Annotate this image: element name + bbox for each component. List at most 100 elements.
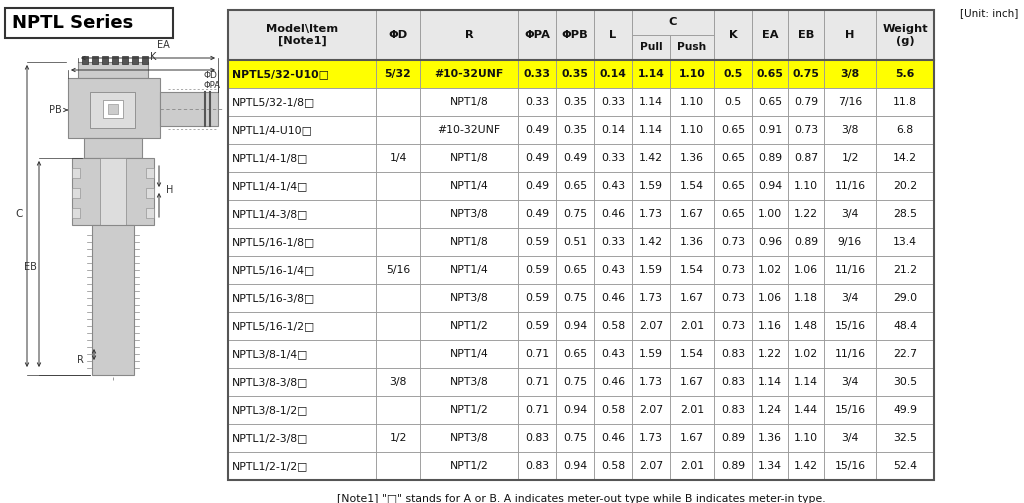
Text: NPTL5/16-1/2□: NPTL5/16-1/2□	[232, 321, 315, 331]
Text: 1.73: 1.73	[639, 433, 663, 443]
Bar	[714, 424, 752, 452]
Text: 0.83: 0.83	[721, 405, 745, 415]
Bar	[376, 396, 420, 424]
Bar	[824, 116, 876, 144]
Text: 9/16: 9/16	[838, 237, 862, 247]
Text: 0.65: 0.65	[563, 181, 587, 191]
Bar	[228, 172, 376, 200]
Bar	[556, 340, 594, 368]
Text: 0.14: 0.14	[601, 125, 625, 135]
Text: 0.49: 0.49	[525, 209, 549, 219]
Text: 0.46: 0.46	[601, 377, 625, 387]
Bar	[752, 144, 788, 172]
Text: EB: EB	[798, 30, 814, 40]
Text: 11/16: 11/16	[835, 349, 865, 359]
Text: 11/16: 11/16	[835, 265, 865, 275]
Bar	[142, 56, 148, 64]
Bar	[376, 228, 420, 256]
Bar	[752, 228, 788, 256]
Bar	[876, 256, 934, 284]
Text: NPT1/4: NPT1/4	[450, 181, 488, 191]
Text: 3/4: 3/4	[842, 209, 859, 219]
Bar	[100, 158, 126, 225]
Bar	[228, 144, 376, 172]
Text: 0.71: 0.71	[525, 377, 549, 387]
Bar	[670, 368, 714, 396]
Text: 2.07: 2.07	[639, 405, 664, 415]
Text: 0.71: 0.71	[525, 405, 549, 415]
Bar	[714, 396, 752, 424]
Text: 1.06: 1.06	[794, 265, 818, 275]
Bar	[518, 452, 556, 480]
Text: 0.43: 0.43	[601, 181, 625, 191]
Text: 0.94: 0.94	[563, 461, 587, 471]
Bar	[518, 368, 556, 396]
Bar	[228, 10, 934, 60]
Bar	[72, 168, 80, 178]
Bar	[670, 35, 714, 60]
Text: 0.89: 0.89	[721, 461, 745, 471]
Bar	[228, 424, 934, 452]
Bar	[752, 200, 788, 228]
Text: 1.10: 1.10	[680, 97, 705, 107]
Text: 0.14: 0.14	[600, 69, 627, 79]
Bar	[518, 10, 556, 60]
Bar	[228, 340, 376, 368]
Text: ΦPB: ΦPB	[561, 30, 589, 40]
Bar	[228, 10, 934, 480]
Text: 2.01: 2.01	[680, 321, 705, 331]
Text: NPTL5/16-1/4□: NPTL5/16-1/4□	[232, 265, 315, 275]
Text: 5/16: 5/16	[386, 265, 411, 275]
Text: [Unit: inch]: [Unit: inch]	[959, 8, 1018, 18]
Bar	[788, 312, 824, 340]
Bar	[228, 200, 934, 228]
Text: NPT1/8: NPT1/8	[450, 97, 488, 107]
Bar	[714, 10, 752, 60]
Text: 3/8: 3/8	[842, 125, 859, 135]
Bar	[714, 200, 752, 228]
Bar	[556, 200, 594, 228]
Bar	[594, 10, 632, 60]
Bar	[518, 88, 556, 116]
Text: 1.73: 1.73	[639, 293, 663, 303]
Bar	[228, 172, 934, 200]
Bar	[876, 116, 934, 144]
Text: 0.94: 0.94	[758, 181, 782, 191]
Bar	[228, 340, 934, 368]
Bar	[376, 312, 420, 340]
Text: 0.94: 0.94	[563, 321, 587, 331]
Bar	[876, 396, 934, 424]
Text: 0.43: 0.43	[601, 349, 625, 359]
Text: 0.35: 0.35	[563, 125, 587, 135]
Text: NPTL1/2-3/8□: NPTL1/2-3/8□	[232, 433, 308, 443]
Bar	[420, 172, 518, 200]
Bar	[102, 56, 108, 64]
Text: 5/32: 5/32	[385, 69, 412, 79]
Bar	[714, 172, 752, 200]
Text: 15/16: 15/16	[835, 321, 865, 331]
Text: 1.10: 1.10	[794, 181, 818, 191]
Text: 0.71: 0.71	[525, 349, 549, 359]
Bar	[714, 452, 752, 480]
Bar	[376, 60, 420, 88]
Bar	[376, 144, 420, 172]
Text: K: K	[729, 30, 737, 40]
Text: H: H	[166, 185, 173, 195]
Text: 0.65: 0.65	[563, 265, 587, 275]
Bar	[876, 10, 934, 60]
Bar	[518, 116, 556, 144]
Text: PB: PB	[49, 105, 62, 115]
Text: NPT1/2: NPT1/2	[450, 461, 488, 471]
Text: ΦPA: ΦPA	[204, 80, 221, 90]
Bar	[876, 60, 934, 88]
Text: 0.75: 0.75	[793, 69, 819, 79]
Bar	[518, 256, 556, 284]
Bar	[714, 312, 752, 340]
Bar	[670, 116, 714, 144]
Text: 0.96: 0.96	[758, 237, 782, 247]
Text: 0.59: 0.59	[525, 265, 549, 275]
Text: 1.14: 1.14	[639, 125, 663, 135]
Bar	[714, 368, 752, 396]
Text: 29.0: 29.0	[893, 293, 918, 303]
Bar	[518, 312, 556, 340]
